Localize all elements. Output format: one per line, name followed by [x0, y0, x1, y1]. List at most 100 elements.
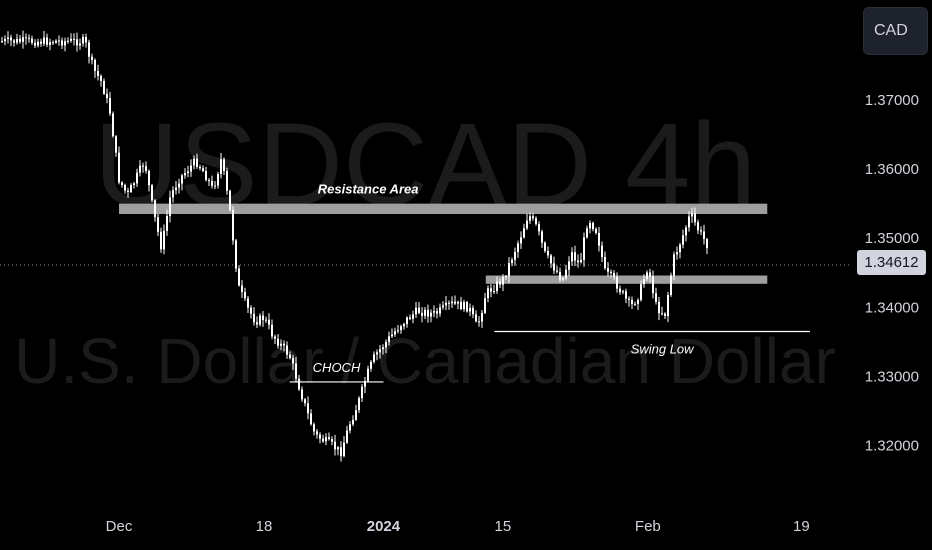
candle-body [274, 336, 276, 339]
candle-body [19, 38, 21, 42]
candle-body [523, 228, 525, 238]
candle-body [547, 250, 549, 256]
x-tick-label: 19 [793, 518, 810, 535]
candle-body [484, 298, 486, 313]
candle-body [229, 190, 231, 211]
candle-body [565, 269, 567, 279]
candle-body [367, 368, 369, 382]
candle-body [502, 277, 504, 285]
watermark-description: U.S. Dollar / Canadian Dollar [14, 325, 836, 397]
candle-body [397, 330, 399, 332]
candle-body [685, 227, 687, 236]
y-tick-label: 1.35000 [865, 230, 919, 247]
candle-body [430, 312, 432, 317]
candle-body [310, 413, 312, 425]
candle-body [43, 37, 45, 44]
candle-body [145, 166, 147, 171]
candle-body [616, 276, 618, 289]
candle-body [571, 252, 573, 262]
candle-body [664, 313, 666, 316]
candle-body [394, 331, 396, 335]
candle-body [520, 237, 522, 244]
candle-body [298, 378, 300, 390]
candle-body [160, 231, 162, 250]
candle-body [562, 278, 564, 280]
candle-body [316, 431, 318, 435]
candle-body [355, 410, 357, 420]
candle-body [91, 56, 93, 60]
candle-body [694, 213, 696, 223]
candle-body [412, 314, 414, 319]
candle-body [436, 311, 438, 314]
candle-body [133, 183, 135, 186]
candle-body [28, 37, 30, 39]
candle-body [343, 442, 345, 457]
candle-body [193, 158, 195, 166]
zone-label-0: Resistance Area [318, 182, 419, 197]
candle-body [613, 272, 615, 277]
candle-body [118, 152, 120, 183]
x-tick-label: 2024 [367, 518, 401, 535]
candle-body [535, 218, 537, 224]
candle-body [58, 40, 60, 42]
candle-body [466, 302, 468, 312]
annotation-labels: Resistance Area Swing Low CHOCH [313, 182, 695, 375]
candle-body [247, 298, 249, 308]
candle-body [256, 322, 258, 325]
candle-body [637, 299, 639, 304]
price-axis[interactable]: 1.37000 1.36000 1.35000 1.34000 1.33000 1.320… [865, 92, 919, 455]
candle-body [187, 171, 189, 174]
candle-body [46, 37, 48, 45]
time-axis[interactable]: Dec 18 2024 15 Feb 19 [106, 518, 810, 535]
y-tick-label: 1.36000 [865, 161, 919, 178]
candle-body [373, 354, 375, 362]
candle-body [682, 235, 684, 245]
candle-body [4, 38, 6, 42]
candle-body [586, 228, 588, 238]
candle-body [241, 285, 243, 292]
y-tick-label: 1.33000 [865, 368, 919, 385]
candle-body [301, 389, 303, 400]
candle-body [103, 80, 105, 94]
candle-body [88, 42, 90, 57]
candle-body [580, 259, 582, 263]
candle-body [448, 302, 450, 304]
candle-body [655, 293, 657, 302]
candle-body [361, 386, 363, 398]
candle-body [403, 324, 405, 327]
candle-body [406, 317, 408, 325]
candle-body [541, 231, 543, 243]
candle-body [445, 302, 447, 306]
candle-body [127, 190, 129, 192]
candle-body [136, 172, 138, 184]
candle-body [238, 268, 240, 286]
candle-body [676, 252, 678, 255]
candle-body [277, 338, 279, 346]
candle-body [151, 185, 153, 201]
candle-body [283, 343, 285, 346]
candle-body [460, 301, 462, 310]
candle-body [439, 307, 441, 314]
candle-body [679, 244, 681, 253]
candle-body [496, 281, 498, 292]
candle-body [598, 232, 600, 246]
candle-body [235, 240, 237, 269]
candle-body [574, 252, 576, 261]
candle-body [619, 288, 621, 293]
candle-body [82, 36, 84, 44]
candle-body [319, 434, 321, 439]
currency-button[interactable]: CAD [863, 7, 928, 55]
y-tick-label: 1.32000 [865, 438, 919, 455]
candle-body [442, 305, 444, 308]
candle-body [85, 36, 87, 43]
candle-body [472, 307, 474, 315]
current-price-badge: 1.34612 [857, 250, 926, 275]
zone-1 [485, 275, 768, 284]
candle-body [22, 37, 24, 42]
candle-body [61, 40, 63, 46]
candle-body [253, 313, 255, 323]
x-tick-label: Dec [106, 518, 133, 535]
candle-body [166, 216, 168, 231]
candle-body [121, 182, 123, 186]
